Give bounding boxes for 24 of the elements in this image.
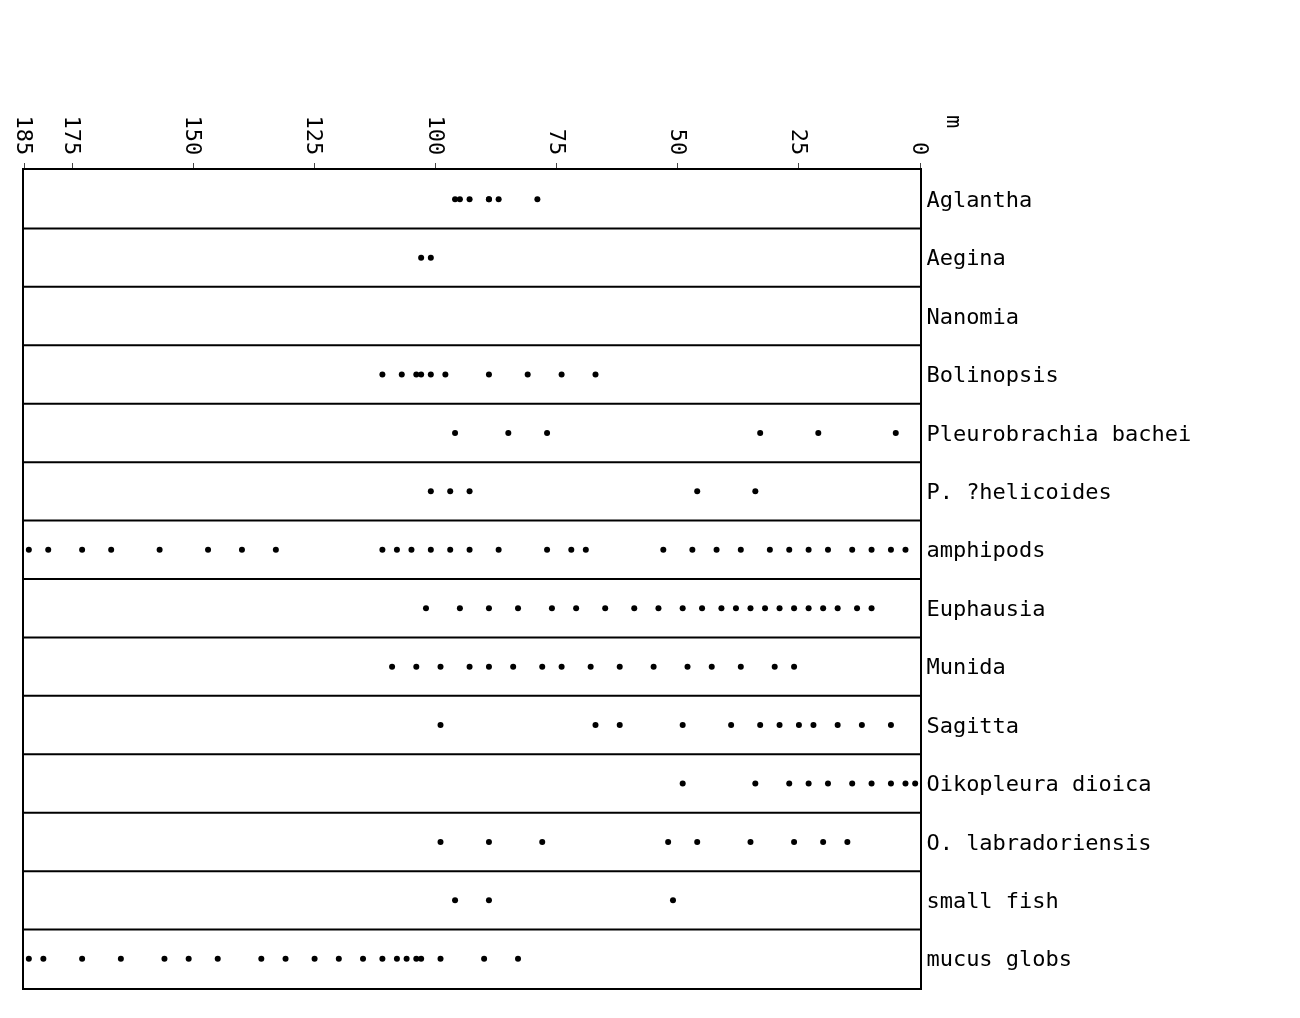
- x-tick-label: 125: [302, 115, 328, 156]
- y-tick-label: Nanomia: [926, 303, 1020, 329]
- y-tick-label: P. ?helicoides: [926, 479, 1112, 505]
- y-tick-label: Munida: [926, 654, 1006, 680]
- x-tick-label: 100: [423, 115, 449, 156]
- y-tick-label: Bolinopsis: [926, 362, 1059, 388]
- x-tick-label: 175: [60, 115, 86, 156]
- y-tick-label: Oikopleura dioica: [926, 771, 1152, 797]
- x-tick-label: 25: [786, 128, 812, 156]
- y-tick-label: Aglantha: [926, 186, 1033, 212]
- y-tick-label: O. labradoriensis: [926, 829, 1152, 855]
- y-tick-label: Pleurobrachia bachei: [926, 420, 1192, 446]
- y-tick-label: small fish: [926, 888, 1059, 914]
- x-tick-label: 185: [11, 115, 37, 156]
- y-tick-label: Aegina: [926, 245, 1006, 271]
- y-tick-label: Euphausia: [926, 595, 1046, 621]
- x-tick-label: 75: [544, 128, 570, 156]
- y-tick-label: Sagitta: [926, 712, 1020, 738]
- text: m: [942, 115, 967, 129]
- y-tick-label: amphipods: [926, 537, 1046, 563]
- x-tick-label: 150: [181, 115, 207, 156]
- x-tick-label: 0: [907, 142, 933, 156]
- x-tick-label: 50: [665, 128, 691, 156]
- y-tick-label: mucus globs: [926, 946, 1073, 972]
